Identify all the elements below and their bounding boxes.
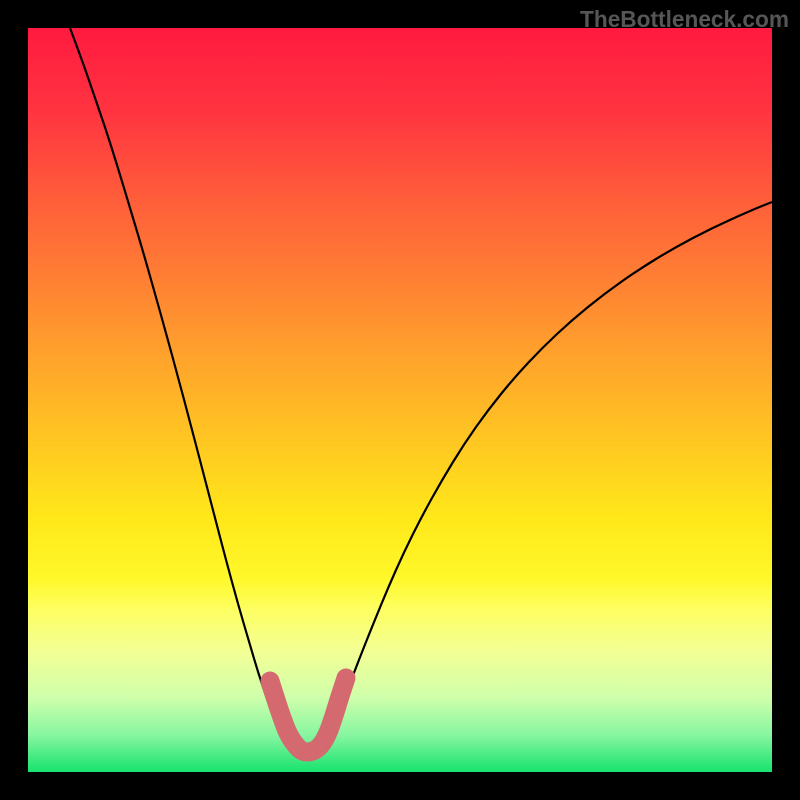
chart-container: TheBottleneck.com — [0, 0, 800, 800]
watermark-text: TheBottleneck.com — [580, 6, 789, 33]
plot-area — [28, 28, 772, 772]
